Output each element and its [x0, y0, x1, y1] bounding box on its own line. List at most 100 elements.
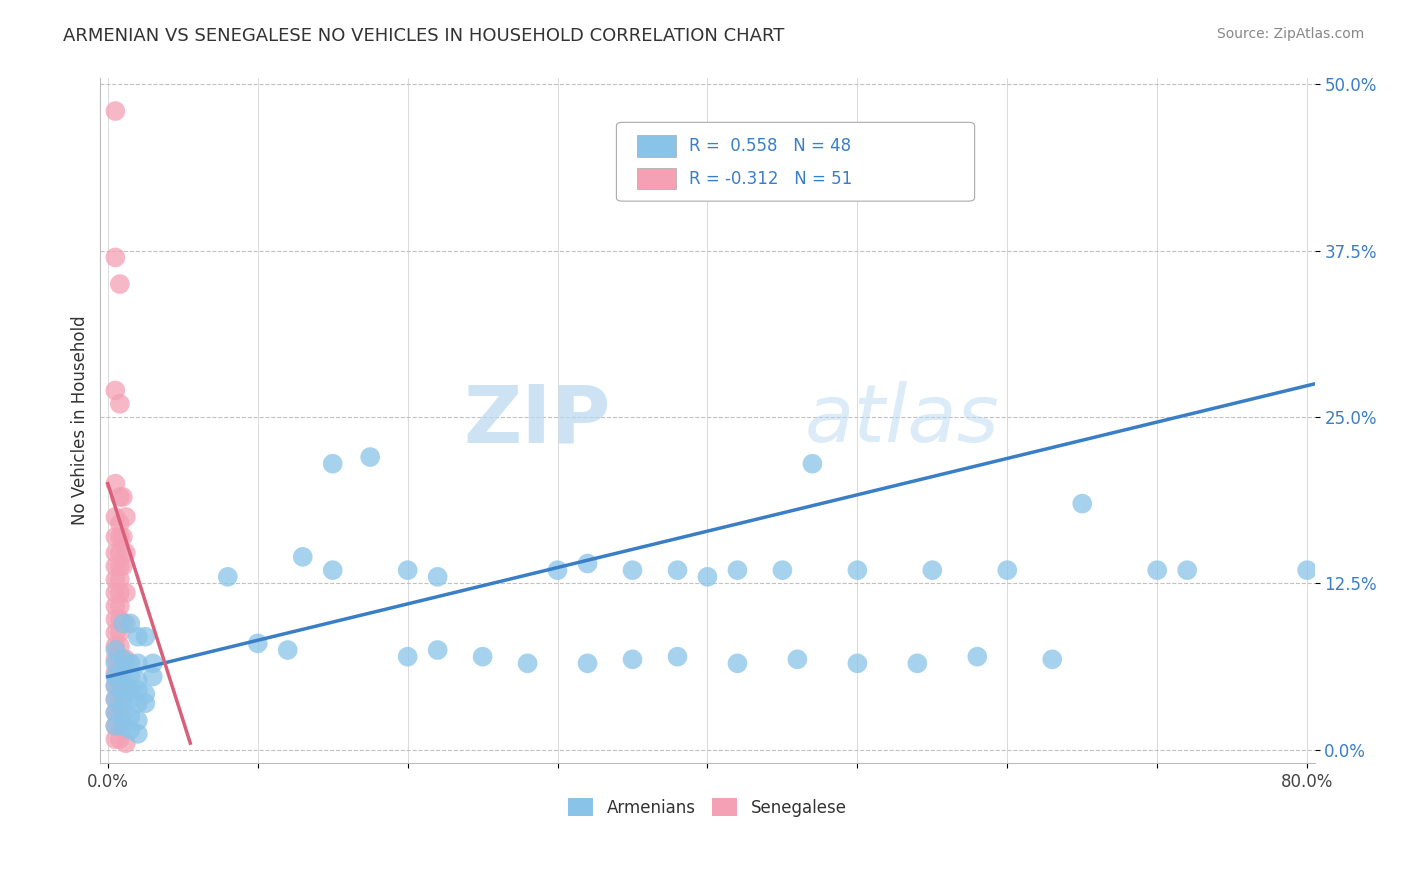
Point	[104, 679, 127, 693]
Point	[621, 652, 644, 666]
Point	[120, 670, 142, 684]
Point	[666, 563, 689, 577]
Point	[104, 559, 127, 574]
Point	[516, 657, 538, 671]
Point	[966, 649, 988, 664]
Point	[108, 490, 131, 504]
Point	[108, 516, 131, 531]
Point	[104, 530, 127, 544]
Point	[104, 510, 127, 524]
Point	[108, 546, 131, 560]
Point	[104, 719, 127, 733]
Point	[104, 586, 127, 600]
Point	[786, 652, 808, 666]
Point	[104, 625, 127, 640]
Point	[576, 657, 599, 671]
Point	[108, 665, 131, 680]
Point	[108, 719, 131, 733]
Point	[108, 586, 131, 600]
Bar	[637, 136, 676, 157]
Point	[1071, 497, 1094, 511]
Point	[727, 657, 749, 671]
Point	[217, 570, 239, 584]
Point	[396, 649, 419, 664]
Point	[108, 679, 131, 693]
Point	[104, 639, 127, 653]
Point	[277, 643, 299, 657]
Point	[1040, 652, 1063, 666]
Text: ARMENIAN VS SENEGALESE NO VEHICLES IN HOUSEHOLD CORRELATION CHART: ARMENIAN VS SENEGALESE NO VEHICLES IN HO…	[63, 27, 785, 45]
Point	[114, 616, 136, 631]
Point	[134, 696, 156, 710]
Point	[120, 709, 142, 723]
Point	[1296, 563, 1319, 577]
Point	[801, 457, 824, 471]
Point	[104, 612, 127, 626]
Point	[134, 630, 156, 644]
Point	[142, 657, 165, 671]
Point	[108, 599, 131, 613]
Point	[291, 549, 314, 564]
Point	[108, 559, 131, 574]
Text: atlas: atlas	[804, 382, 1000, 459]
Point	[114, 586, 136, 600]
Y-axis label: No Vehicles in Household: No Vehicles in Household	[72, 316, 89, 525]
Point	[120, 682, 142, 697]
Legend: Armenians, Senegalese: Armenians, Senegalese	[561, 792, 853, 823]
Point	[111, 706, 134, 720]
Point	[104, 643, 127, 657]
Point	[127, 682, 149, 697]
Point	[108, 652, 131, 666]
Point	[727, 563, 749, 577]
Text: R =  0.558   N = 48: R = 0.558 N = 48	[689, 137, 852, 155]
Point	[696, 570, 718, 584]
Point	[104, 732, 127, 747]
FancyBboxPatch shape	[616, 122, 974, 201]
Point	[104, 573, 127, 587]
Point	[322, 457, 344, 471]
Point	[905, 657, 928, 671]
Point	[104, 599, 127, 613]
Point	[120, 723, 142, 737]
Point	[108, 277, 131, 291]
Point	[108, 639, 131, 653]
Point	[111, 665, 134, 680]
Point	[108, 612, 131, 626]
Point	[104, 719, 127, 733]
Point	[770, 563, 793, 577]
Point	[104, 665, 127, 680]
Point	[576, 557, 599, 571]
Point	[1146, 563, 1168, 577]
Text: Source: ZipAtlas.com: Source: ZipAtlas.com	[1216, 27, 1364, 41]
Point	[108, 706, 131, 720]
Point	[104, 652, 127, 666]
Point	[114, 652, 136, 666]
Point	[104, 692, 127, 706]
Point	[108, 732, 131, 747]
Point	[426, 570, 449, 584]
Point	[846, 563, 869, 577]
Point	[111, 652, 134, 666]
Point	[111, 719, 134, 733]
Point	[471, 649, 494, 664]
Point	[104, 546, 127, 560]
Point	[104, 476, 127, 491]
Text: R = -0.312   N = 51: R = -0.312 N = 51	[689, 169, 852, 187]
Point	[114, 510, 136, 524]
Point	[995, 563, 1018, 577]
Point	[111, 616, 134, 631]
Point	[104, 657, 127, 671]
Point	[108, 625, 131, 640]
Point	[127, 673, 149, 688]
Point	[111, 490, 134, 504]
Point	[104, 706, 127, 720]
Point	[426, 643, 449, 657]
Point	[134, 687, 156, 701]
Point	[104, 679, 127, 693]
Point	[127, 714, 149, 728]
Point	[120, 616, 142, 631]
Point	[246, 636, 269, 650]
Point	[104, 692, 127, 706]
Point	[111, 559, 134, 574]
Point	[127, 630, 149, 644]
